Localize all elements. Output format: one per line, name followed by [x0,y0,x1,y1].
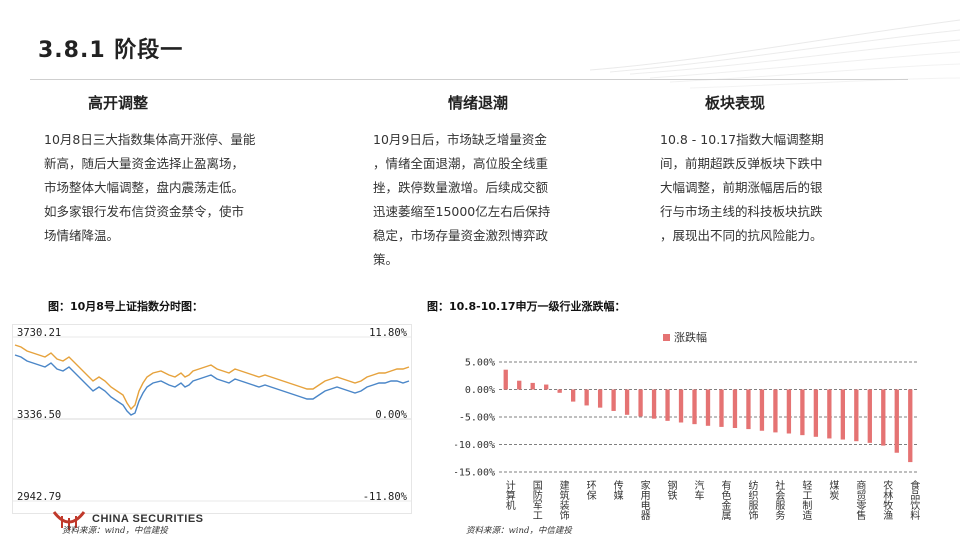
text-line: 行与市场主线的科技板块抗跌 [660,204,823,219]
bar [773,389,778,433]
column-heading: 板块表现 [705,94,766,112]
column-text: 10月8日三大指数集体高开涨停、量能 新高，随后大量资金选择止盈离场， 市场整体… [44,128,334,248]
price-mid-label: 3336.50 [17,409,62,421]
price-bottom-label: 2942.79 [17,491,62,503]
text-line: 挫，跌停数量激增。后续成交额 [373,180,549,195]
y-tick-label: 0.00% [465,385,495,396]
text-line: 市场整体大幅调整，盘内震荡走低。 [44,180,245,195]
text-line: 策。 [373,252,399,267]
x-category-label: 农林牧渔 [881,479,893,521]
column-heading: 情绪退潮 [448,94,509,112]
bar [665,389,670,421]
column-text: 10.8 - 10.17指数大幅调整期 间，前期超跌反弹板块下跌中 大幅调整，前… [660,128,920,248]
intraday-chart: 3730.21 3336.50 2942.79 11.80% 0.00% -11… [12,324,412,514]
figure-caption: 图：10.8-10.17申万一级行业涨跌幅： [427,300,626,313]
bar [827,389,832,439]
y-tick-label: -15.00% [455,468,495,479]
source-note: 资料来源：wind，中信建投 [466,526,572,536]
text-line: ，情绪全面退潮，高位股全线重 [373,156,549,171]
text-line: 10月9日后，市场缺乏增量资金 [373,132,547,147]
bar [651,389,657,419]
source-note: 资料来源：wind，中信建投 [62,526,168,536]
x-category-label: 国防军工 [530,480,542,520]
bar [530,382,535,390]
bar [544,384,549,390]
x-category-label: 家用电器 [638,479,650,521]
bar [611,389,616,411]
bar [746,389,751,430]
x-category-label: 商贸零售 [854,479,866,521]
bar [557,389,562,393]
x-category-label: 汽车 [692,479,704,501]
avg-price-line [14,344,410,411]
text-line: ，展现出不同的抗风险能力。 [660,228,823,243]
bar [571,389,576,402]
y-tick-label: -10.00% [455,440,495,451]
page-title: 3.8.1 阶段一 [38,38,184,63]
x-category-label: 环保 [584,480,596,501]
bar [719,389,724,427]
x-category-label: 轻工制造 [800,479,812,520]
x-category-label: 食品饮料 [908,479,920,521]
bar [759,389,765,431]
text-line: 10月8日三大指数集体高开涨停、量能 [44,132,256,147]
pct-mid-label: 0.00% [375,409,407,421]
bar [584,389,589,406]
legend-swatch [663,334,670,341]
text-line: 新高，随后大量资金选择止盈离场， [44,156,245,171]
bar [503,369,508,390]
text-line: 间，前期超跌反弹板块下跌中 [660,156,823,171]
bar [800,389,805,436]
intraday-plot [13,336,411,502]
column-text: 10月9日后，市场缺乏增量资金 ，情绪全面退潮，高位股全线重 挫，跌停数量激增。… [373,128,643,272]
text-line: 10.8 - 10.17指数大幅调整期 [660,132,824,147]
bar [638,389,643,417]
column-heading: 高开调整 [88,94,149,112]
bar [894,389,899,453]
y-tick-label: -5.00% [459,413,495,424]
title-divider [30,79,908,80]
x-category-label: 有色金属 [719,479,731,521]
x-category-label: 纺织服饰 [746,479,758,521]
bar [705,389,711,426]
text-line: 稳定，市场存量资金激烈博弈政 [373,228,549,243]
bar [786,389,792,434]
legend-label: 涨跌幅 [674,330,707,344]
company-logo: CHINA SECURITIES [52,510,272,532]
price-line [14,354,410,416]
bar [732,389,738,428]
x-category-label: 社会服务 [773,479,785,521]
bar [840,389,845,440]
x-category-label: 钢铁 [665,479,677,501]
bar [597,389,603,408]
figure-caption: 图：10月8号上证指数分时图： [48,300,203,313]
bar [517,380,522,390]
bar [624,389,630,415]
bar [813,389,819,437]
bar [678,389,684,423]
x-category-label: 煤炭 [827,479,839,501]
bar [692,389,697,425]
bar [908,389,913,463]
y-tick-label: 5.00% [465,358,495,369]
industry-bar-chart: 涨跌幅 5.00% 0.00% -5.00% -10.00% -15.00% 计算机 国防军工… [455,330,920,521]
x-category-label: 建筑装饰 [557,479,569,521]
text-line: 迅速萎缩至15000亿左右后保持 [373,204,551,219]
text-line: 场情绪降温。 [44,228,120,243]
pct-top-label: 11.80% [369,327,407,339]
x-category-label: 传媒 [611,480,623,501]
bar [867,389,872,443]
x-category-label: 计算机 [503,479,515,511]
bar [881,389,886,446]
logo-mark-icon [52,511,86,530]
text-line: 如多家银行发布信贷资金禁令，使市 [44,204,245,219]
text-line: 大幅调整，前期涨幅居后的银 [660,180,823,195]
pct-bottom-label: -11.80% [362,491,407,503]
decorative-swirl [590,19,960,89]
logo-text: CHINA SECURITIES [92,513,204,525]
bar [854,389,859,442]
price-top-label: 3730.21 [17,327,62,339]
